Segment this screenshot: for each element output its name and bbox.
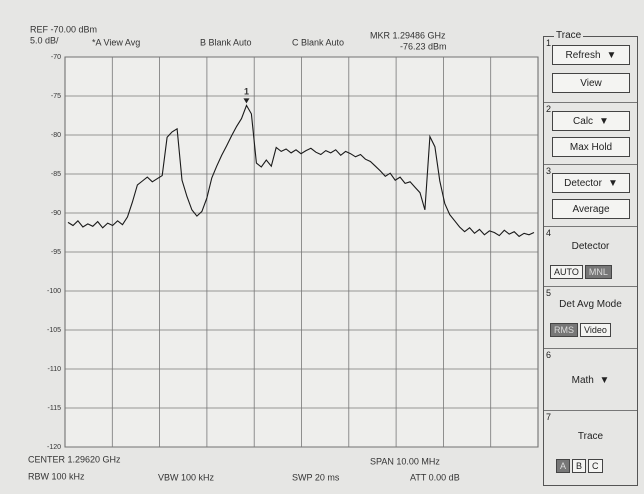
y-tick-label: -85 bbox=[51, 171, 61, 178]
refresh-dropdown[interactable]: Refresh ▼ bbox=[552, 45, 630, 65]
center-frequency: CENTER 1.29620 GHz bbox=[28, 454, 121, 464]
toggle: AUTO MNL bbox=[550, 265, 612, 279]
toggle-option-active[interactable]: A bbox=[556, 459, 570, 473]
average-button[interactable]: Average bbox=[552, 199, 630, 219]
vbw: VBW 100 kHz bbox=[158, 472, 215, 482]
section-number: 1 bbox=[546, 38, 551, 48]
button-label: Calc bbox=[573, 116, 593, 127]
math-dropdown[interactable]: Math ▼ bbox=[544, 375, 637, 386]
section-number: 4 bbox=[546, 228, 551, 238]
view-button[interactable]: View bbox=[552, 73, 630, 93]
arrow: ▼ bbox=[599, 375, 609, 386]
marker-label: 1 bbox=[244, 87, 249, 97]
section-label: Trace bbox=[544, 431, 637, 442]
section: 7 Trace A B C bbox=[544, 411, 637, 485]
marker-level: -76.23 dBm bbox=[400, 41, 447, 51]
scale: 5.0 dB/ bbox=[30, 35, 59, 45]
sweep-time: SWP 20 ms bbox=[292, 472, 340, 482]
section: 6 Math ▼ bbox=[544, 349, 637, 411]
attenuation: ATT 0.00 dB bbox=[410, 472, 460, 482]
toggle-option[interactable]: C bbox=[588, 459, 603, 473]
span: SPAN 10.00 MHz bbox=[370, 456, 440, 466]
toggle-option[interactable]: B bbox=[572, 459, 586, 473]
toggle: A B C bbox=[556, 459, 603, 473]
chart: REF -70.00 dBm 5.0 dB/ *A View Avg B Bla… bbox=[0, 0, 540, 494]
section: 4 Detector AUTO MNL bbox=[544, 227, 637, 287]
y-tick-label: -105 bbox=[47, 327, 61, 334]
y-tick-label: -80 bbox=[51, 132, 61, 139]
rbw: RBW 100 kHz bbox=[28, 471, 85, 481]
section-number: 3 bbox=[546, 166, 551, 176]
calc-dropdown[interactable]: Calc ▼ bbox=[552, 111, 630, 131]
y-tick-label: -115 bbox=[48, 405, 62, 412]
button-label: Refresh bbox=[566, 50, 601, 61]
arrow: ▼ bbox=[608, 178, 618, 189]
button-label: Math bbox=[572, 375, 594, 386]
section-label: Detector bbox=[544, 241, 637, 252]
section: 1 Refresh ▼ View bbox=[544, 37, 637, 103]
y-tick-label: -75 bbox=[51, 93, 61, 100]
section-number: 7 bbox=[546, 412, 551, 422]
section-number: 6 bbox=[546, 350, 551, 360]
y-tick-label: -95 bbox=[51, 249, 61, 256]
section: 2 Calc ▼ Max Hold bbox=[544, 103, 637, 165]
y-tick-label: -100 bbox=[47, 288, 61, 295]
y-tick-label: -90 bbox=[51, 210, 61, 217]
y-tick-label: -110 bbox=[48, 366, 62, 373]
section-number: 2 bbox=[546, 104, 551, 114]
marker-frequency: MKR 1.29486 GHz bbox=[370, 30, 446, 40]
trace-panel: Trace 1 Refresh ▼ View 2 Calc ▼ Max Hold 3… bbox=[543, 36, 638, 486]
toggle-option-active[interactable]: RMS bbox=[550, 323, 578, 337]
arrow: ▼ bbox=[599, 116, 609, 127]
detector-dropdown[interactable]: Detector ▼ bbox=[552, 173, 630, 193]
trace-a-state: *A View Avg bbox=[92, 37, 140, 47]
ref-level: REF -70.00 dBm bbox=[30, 24, 97, 34]
y-tick-label: -120 bbox=[47, 444, 61, 451]
section: 3 Detector ▼ Average bbox=[544, 165, 637, 227]
trace-c-state: C Blank Auto bbox=[292, 37, 344, 47]
section-label: Det Avg Mode bbox=[544, 299, 637, 310]
toggle-option-active[interactable]: MNL bbox=[585, 265, 612, 279]
toggle: RMS Video bbox=[550, 323, 611, 337]
section: 5 Det Avg Mode RMS Video bbox=[544, 287, 637, 349]
trace-b-state: B Blank Auto bbox=[200, 37, 252, 47]
y-tick-label: -70 bbox=[51, 54, 61, 61]
section-number: 5 bbox=[546, 288, 551, 298]
button-label: Detector bbox=[564, 178, 602, 189]
arrow: ▼ bbox=[607, 50, 617, 61]
toggle-option[interactable]: AUTO bbox=[550, 265, 583, 279]
screen: REF -70.00 dBm 5.0 dB/ *A View Avg B Bla… bbox=[0, 0, 644, 494]
max-hold-button[interactable]: Max Hold bbox=[552, 137, 630, 157]
toggle-option[interactable]: Video bbox=[580, 323, 611, 337]
